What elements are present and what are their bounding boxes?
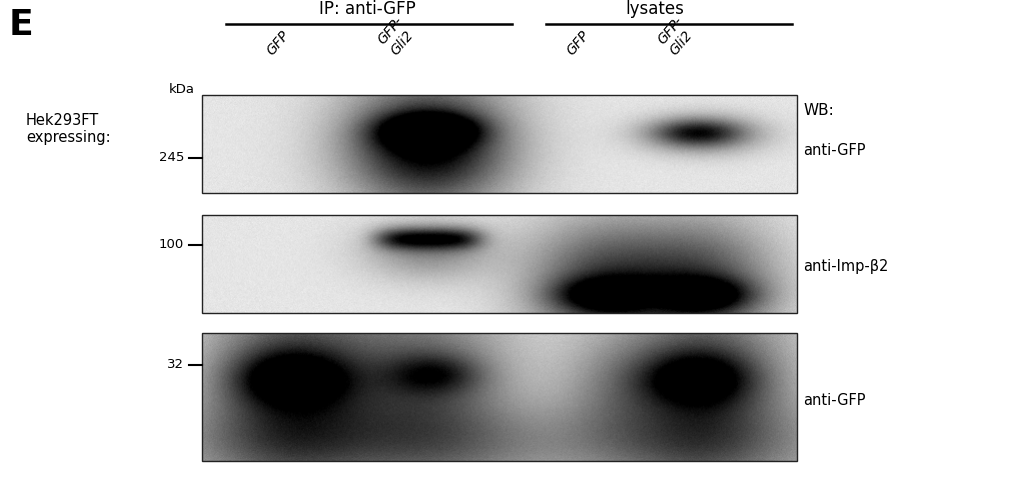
Bar <box>202 333 797 461</box>
Text: E: E <box>8 8 33 42</box>
Text: Hek293FT
expressing:: Hek293FT expressing: <box>26 113 111 145</box>
Text: IP: anti-GFP: IP: anti-GFP <box>319 0 416 18</box>
Text: 100: 100 <box>159 238 184 252</box>
Text: kDa: kDa <box>169 83 195 96</box>
Text: 32: 32 <box>168 358 184 371</box>
Text: GFP-
Gli2: GFP- Gli2 <box>655 14 698 58</box>
Text: lysates: lysates <box>626 0 684 18</box>
Text: anti-GFP: anti-GFP <box>803 393 865 408</box>
Text: 245: 245 <box>158 151 184 164</box>
Bar <box>202 215 797 313</box>
Text: GFP: GFP <box>564 28 592 58</box>
Text: GFP-
Gli2: GFP- Gli2 <box>376 14 418 58</box>
Text: anti-Imp-β2: anti-Imp-β2 <box>803 259 888 274</box>
Text: GFP: GFP <box>264 28 292 58</box>
Bar <box>202 95 797 193</box>
Text: anti-GFP: anti-GFP <box>803 143 865 158</box>
Text: WB:: WB: <box>803 103 834 118</box>
